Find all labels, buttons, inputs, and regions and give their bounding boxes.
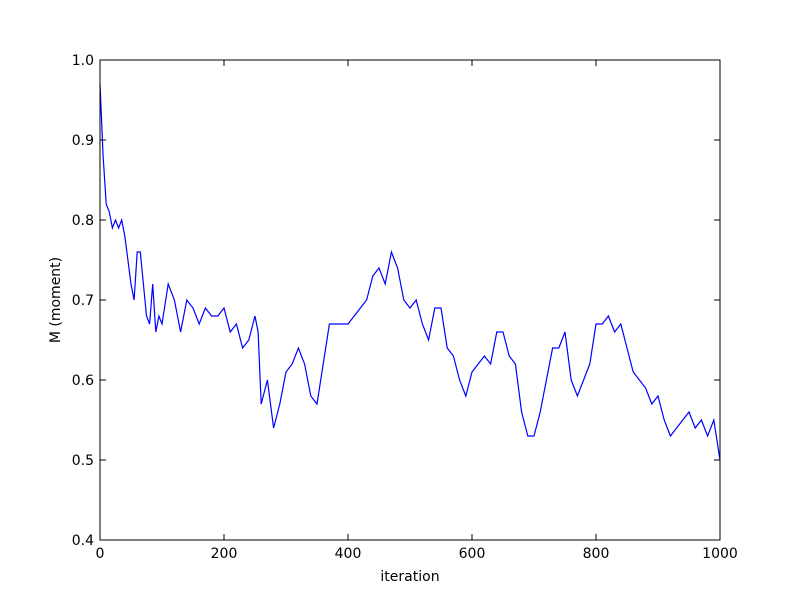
y-tick-label: 0.5 — [72, 453, 94, 469]
x-tick-label: 0 — [96, 546, 105, 562]
x-tick-label: 800 — [583, 546, 610, 562]
y-tick-label: 0.9 — [72, 133, 94, 149]
x-tick-label: 600 — [459, 546, 486, 562]
y-tick-label: 0.6 — [72, 373, 94, 389]
y-tick-label: 0.4 — [72, 533, 94, 549]
y-axis-label: M (moment) — [48, 257, 64, 343]
data-line — [99, 83, 721, 461]
x-axis-label: iteration — [380, 569, 439, 585]
x-tick-label: 200 — [211, 546, 238, 562]
x-tick-label: 400 — [335, 546, 362, 562]
x-tick-label: 1000 — [702, 546, 738, 562]
y-tick-label: 0.8 — [72, 213, 94, 229]
y-tick-label: 0.7 — [72, 293, 94, 309]
y-tick-label: 1.0 — [72, 53, 94, 69]
